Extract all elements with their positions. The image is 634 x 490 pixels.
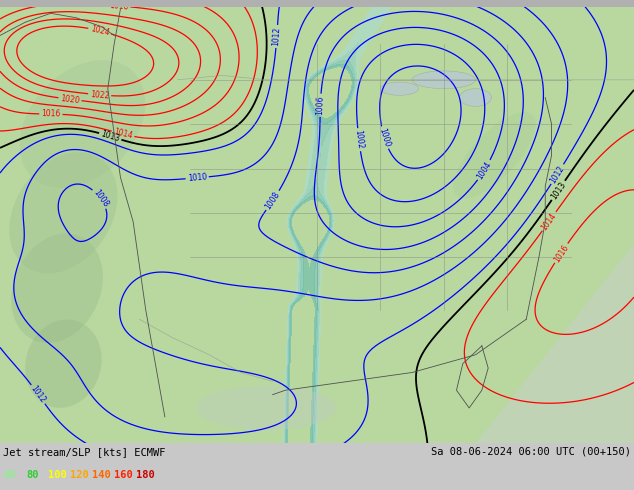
Text: Jet stream/SLP [kts] ECMWF: Jet stream/SLP [kts] ECMWF [3,447,165,457]
Text: 1013: 1013 [549,180,567,201]
Text: 1022: 1022 [90,90,110,100]
Text: 1020: 1020 [60,94,80,105]
Bar [0,0,634,7]
Ellipse shape [197,386,336,430]
Text: Sa 08-06-2024 06:00 UTC (00+150): Sa 08-06-2024 06:00 UTC (00+150) [431,447,631,457]
Text: 1002: 1002 [353,130,365,150]
Text: 1006: 1006 [316,96,325,115]
Text: 160: 160 [114,470,133,480]
Text: 60: 60 [3,470,16,480]
Text: 180: 180 [136,470,155,480]
Text: 140: 140 [92,470,111,480]
Ellipse shape [11,233,103,343]
Text: 1024: 1024 [89,24,110,37]
Text: 1012: 1012 [29,384,48,405]
Text: 1004: 1004 [476,159,493,181]
Text: 1016: 1016 [41,109,61,119]
Text: 1013: 1013 [100,129,120,144]
Text: 1008: 1008 [264,190,282,211]
Text: 120: 120 [70,470,89,480]
Text: 1016: 1016 [552,243,570,264]
Text: 1000: 1000 [377,127,391,148]
Text: 1008: 1008 [91,188,110,209]
Ellipse shape [20,60,145,188]
Text: 1012: 1012 [271,26,282,47]
Text: 1010: 1010 [187,172,207,183]
Polygon shape [476,244,634,443]
Ellipse shape [453,112,536,198]
Ellipse shape [460,89,491,106]
Ellipse shape [25,319,101,408]
Text: 1012: 1012 [548,164,566,185]
Text: 1014: 1014 [540,211,559,232]
Text: 1018: 1018 [109,0,129,11]
Text: 100: 100 [48,470,67,480]
Ellipse shape [412,71,476,89]
Text: 80: 80 [27,470,39,480]
Ellipse shape [380,82,418,96]
Ellipse shape [10,152,117,273]
Text: 1014: 1014 [113,127,133,141]
